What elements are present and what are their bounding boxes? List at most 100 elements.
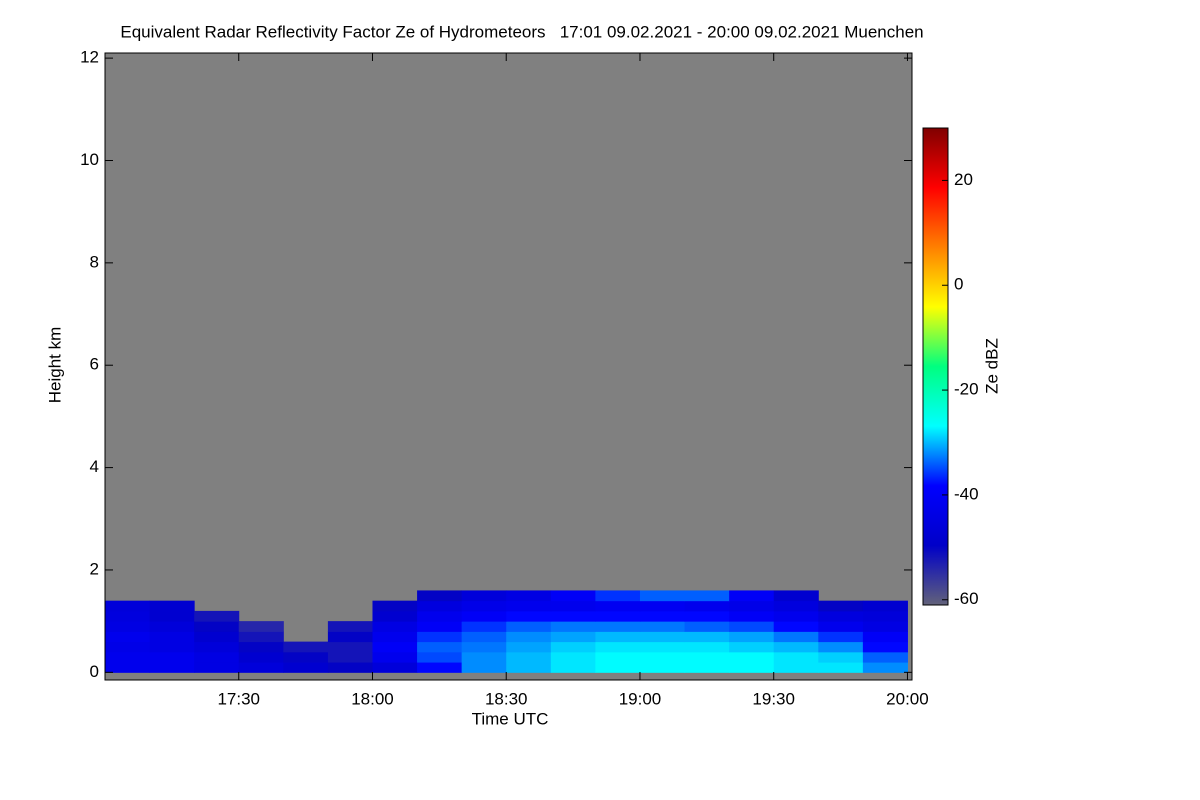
heat-cell — [461, 621, 507, 632]
heat-cell — [639, 662, 686, 673]
heat-cell — [238, 662, 284, 673]
heat-cell — [550, 621, 596, 632]
heat-cell — [372, 610, 418, 622]
heat-cell — [639, 621, 686, 632]
heat-cell — [327, 662, 373, 673]
heat-cell — [461, 662, 507, 673]
heat-cell — [729, 631, 775, 643]
x-tick-label: 18:00 — [351, 689, 394, 708]
heat-cell — [684, 590, 730, 602]
heat-cell — [417, 600, 463, 612]
heat-cell — [729, 651, 775, 663]
chart-title: Equivalent Radar Reflectivity Factor Ze … — [120, 22, 923, 41]
heat-cell — [684, 610, 730, 622]
heat-cell — [595, 641, 641, 653]
heat-cell — [773, 641, 819, 653]
x-tick-label: 19:00 — [619, 689, 662, 708]
heat-cell — [417, 590, 463, 602]
heat-cell — [818, 631, 864, 643]
heat-cell — [862, 641, 908, 653]
x-tick-label: 18:30 — [485, 689, 528, 708]
heat-cell — [862, 651, 908, 663]
heat-cell — [818, 651, 864, 663]
x-tick-label: 19:30 — [752, 689, 795, 708]
heat-cell — [194, 651, 240, 663]
heat-cell — [461, 600, 507, 612]
colorbar-tick-label: -40 — [954, 484, 979, 503]
heat-cell — [773, 590, 819, 602]
heat-cell — [550, 610, 596, 622]
y-tick-label: 6 — [90, 355, 99, 374]
heat-cell — [417, 610, 463, 622]
heat-cell — [639, 631, 686, 643]
heat-cell — [149, 610, 195, 622]
heat-cell — [417, 662, 463, 673]
colorbar-tick-label: -20 — [954, 380, 979, 399]
heat-cell — [684, 662, 730, 673]
heat-cell — [461, 610, 507, 622]
heat-cell — [372, 651, 418, 663]
heat-cell — [595, 600, 641, 612]
heat-cell — [550, 651, 596, 663]
heat-cell — [684, 631, 730, 643]
heat-cell — [550, 590, 596, 602]
heat-cell — [149, 621, 195, 632]
colorbar-label: Ze dBZ — [982, 338, 1001, 394]
heat-cell — [506, 590, 552, 602]
colorbar-tick-label: 0 — [954, 275, 963, 294]
y-tick-label: 12 — [80, 48, 99, 67]
heat-cell — [327, 621, 373, 632]
heat-cell — [595, 651, 641, 663]
heat-cell — [327, 651, 373, 663]
heat-cell — [327, 631, 373, 643]
plot-background — [105, 53, 912, 680]
heat-cell — [283, 662, 329, 673]
heat-cell — [550, 662, 596, 673]
heat-cell — [862, 600, 908, 612]
heat-cell — [238, 651, 284, 663]
colorbar-tick-label: 20 — [954, 170, 973, 189]
heat-cell — [194, 631, 240, 643]
heat-cell — [372, 641, 418, 653]
heat-cell — [283, 651, 329, 663]
heat-cell — [506, 600, 552, 612]
y-axis-label: Height km — [45, 327, 64, 404]
heat-cell — [238, 631, 284, 643]
heat-cell — [818, 610, 864, 622]
heat-cell — [105, 621, 151, 632]
heat-cell — [417, 641, 463, 653]
heat-cell — [149, 662, 195, 673]
heat-cell — [550, 631, 596, 643]
heat-cell — [372, 631, 418, 643]
heat-cell — [639, 590, 686, 602]
heat-cell — [372, 600, 418, 612]
heat-cell — [105, 610, 151, 622]
heat-cell — [595, 662, 641, 673]
heat-cell — [684, 641, 730, 653]
heat-cell — [862, 662, 908, 673]
heat-cell — [194, 662, 240, 673]
heat-cell — [595, 621, 641, 632]
heat-cell — [506, 610, 552, 622]
heat-cell — [729, 621, 775, 632]
heat-cell — [773, 610, 819, 622]
plot-frame — [104, 52, 913, 681]
colorbar — [922, 127, 949, 606]
heat-cell — [595, 610, 641, 622]
heat-cell — [149, 641, 195, 653]
heat-cell — [461, 631, 507, 643]
heat-cell — [194, 641, 240, 653]
heat-cell — [372, 621, 418, 632]
heat-cell — [238, 621, 284, 632]
heat-cell — [417, 631, 463, 643]
heat-cell — [729, 600, 775, 612]
heat-cell — [506, 621, 552, 632]
heat-cell — [862, 621, 908, 632]
heat-cell — [773, 621, 819, 632]
heat-cell — [729, 590, 775, 602]
heat-cell — [149, 631, 195, 643]
heat-cell — [862, 631, 908, 643]
heat-cell — [327, 641, 373, 653]
heat-cell — [773, 662, 819, 673]
colorbar-tick-label: -60 — [954, 589, 979, 608]
